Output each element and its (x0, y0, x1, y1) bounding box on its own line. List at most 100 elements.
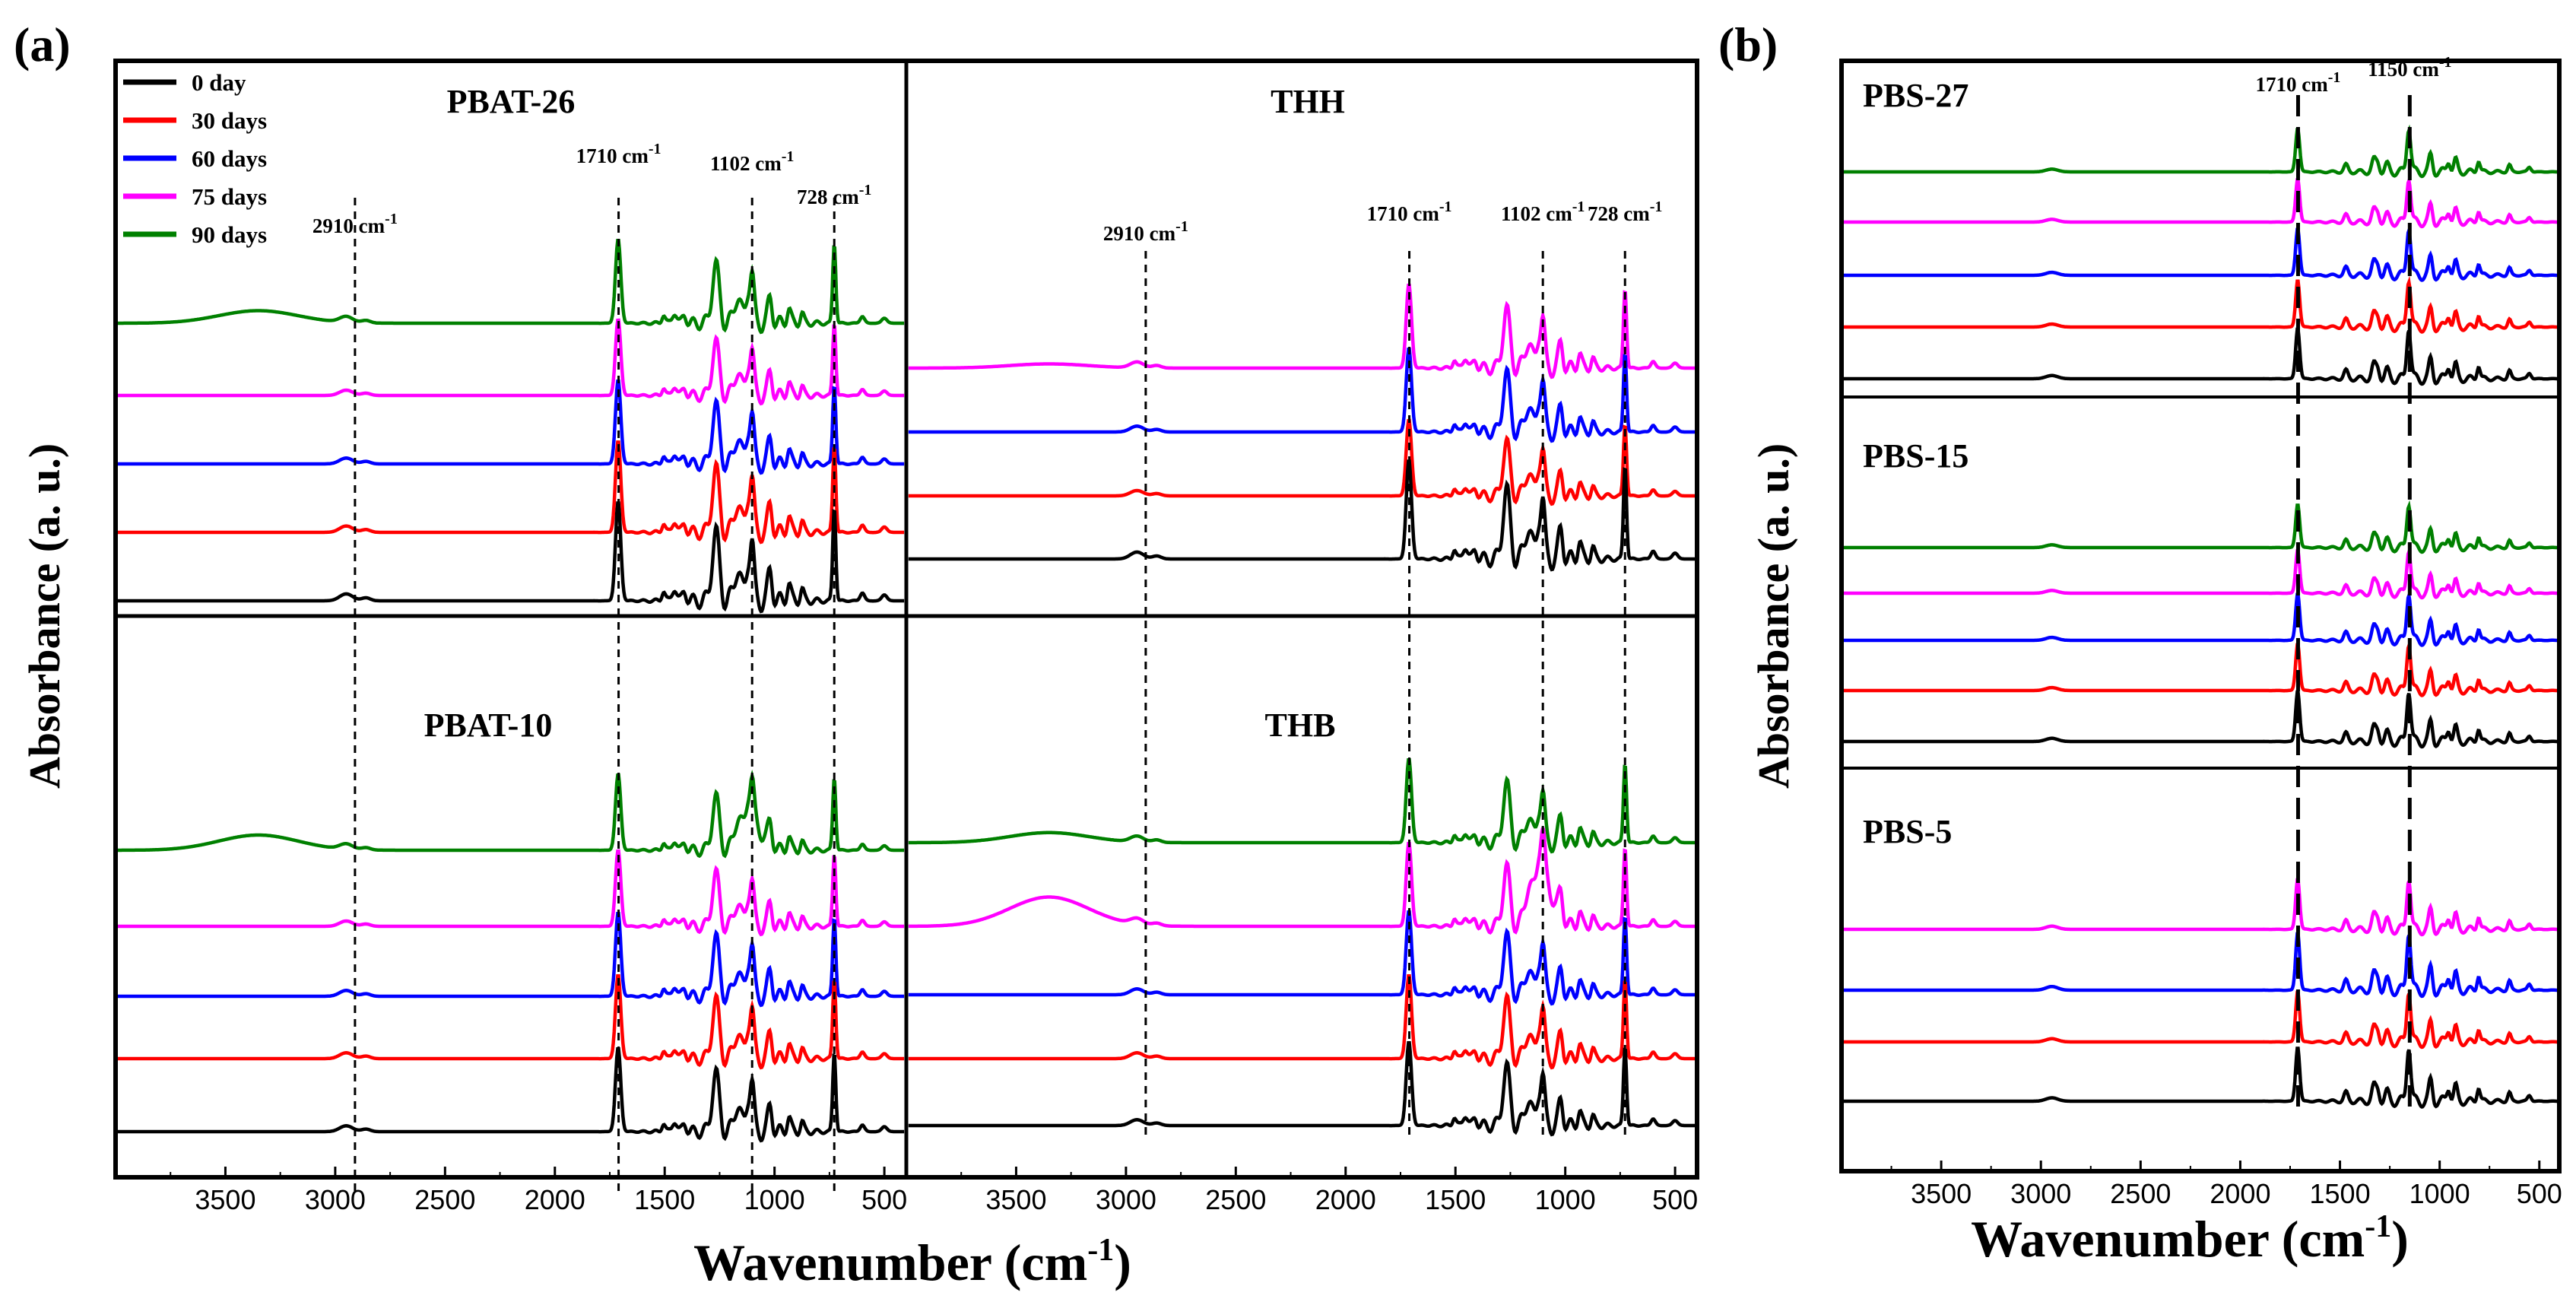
thb-x-tick-label: 3500 (985, 1184, 1046, 1215)
x-axis-label-b: Wavenumber (cm-1) (1971, 1209, 2409, 1268)
frames-layer (113, 59, 2562, 1192)
annotation-text: 1102 cm (710, 152, 782, 175)
thb-x-tick-label: 2500 (1205, 1184, 1266, 1215)
spectrum-line-pbs-0-day (1843, 327, 2558, 386)
panel-title-pbs-15: PBS-15 (1863, 437, 1968, 475)
spectrum-line-pbs-0-day (1843, 690, 2558, 749)
panel-title-pbs-27: PBS-27 (1863, 77, 1968, 114)
spectrum-line-thb-90-days (908, 758, 1696, 854)
spectrum-line-pbs-0-day (1843, 1046, 2558, 1109)
thb-x-tick-label: 2000 (1315, 1184, 1376, 1215)
y-axis-label-a: Absorbance (a. u.) (20, 443, 69, 789)
spectrum-line-pbs-60-days (1843, 224, 2558, 282)
spectrum-line-pbs-30-days (1843, 990, 2558, 1050)
pbs-x-tick-label: 1000 (2409, 1178, 2470, 1209)
legend-label: 75 days (192, 183, 267, 210)
x-axis-label-text: Wavenumber (cm (693, 1234, 1087, 1291)
spectrum-line-pbat10-60-days (117, 912, 905, 1008)
pbat26-annotation-1102: 1102 cm-1 (710, 148, 794, 175)
pbs-x-tick-label: 2000 (2210, 1178, 2270, 1209)
panel-title-thh: THH (1271, 83, 1345, 120)
annotation-sup: -1 (1650, 198, 1663, 215)
spectrum-line-pbat10-0-day (117, 1047, 905, 1143)
x-axis-label-close: ) (1114, 1234, 1131, 1291)
spectrum-line-pbat10-30-days (117, 974, 905, 1070)
spectrum-line-thb-75-days (908, 827, 1696, 935)
pbat26-annotation-728: 728 cm-1 (797, 182, 871, 208)
annotation-sup: -1 (2328, 69, 2341, 86)
pbat10-x-tick-label: 500 (861, 1184, 907, 1215)
pbat10-x-tick-label: 2500 (414, 1184, 475, 1215)
pbs-x-tick-label: 3500 (1911, 1178, 1972, 1209)
annotation-text: 1150 cm (2368, 58, 2439, 81)
pbat10-x-tick-label: 2000 (525, 1184, 585, 1215)
thb-x-tick-label: 1500 (1425, 1184, 1486, 1215)
pbat26-annotation-1710: 1710 cm-1 (576, 141, 661, 167)
thh-annotation-728: 728 cm-1 (1588, 198, 1662, 225)
annotation-sup: -1 (2439, 54, 2452, 71)
annotation-sup: -1 (859, 182, 872, 198)
annotation-sup: -1 (649, 141, 661, 157)
annotation-text: 2910 cm (312, 214, 385, 237)
panel-a-label: (a) (14, 17, 71, 71)
spectrum-line-thb-30-days (908, 974, 1696, 1070)
spectrum-line-pbs-90-days (1843, 500, 2558, 554)
annotation-sup: -1 (1572, 198, 1585, 215)
annotation-text: 1710 cm (576, 144, 649, 167)
spectrum-line-pbat26-75-days (117, 318, 905, 406)
annotation-text: 1102 cm (1501, 202, 1572, 225)
pbs-annotation-1710: 1710 cm-1 (2256, 69, 2341, 96)
thb-x-tick-label: 1000 (1535, 1184, 1596, 1215)
thh-annotation-1710: 1710 cm-1 (1367, 198, 1452, 225)
spectrum-line-pbat10-75-days (117, 849, 905, 937)
spectrum-line-thh-0-day (908, 459, 1696, 572)
x-axis-label-text: Wavenumber (cm (1971, 1210, 2365, 1268)
spectrum-line-pbs-75-days (1843, 878, 2558, 937)
pbat26-annotation-2910: 2910 cm-1 (312, 211, 398, 237)
spectrum-line-pbat26-30-days (117, 440, 905, 545)
spectrum-line-pbs-60-days (1843, 589, 2558, 647)
panel-title-pbs-5: PBS-5 (1863, 813, 1952, 850)
legend-label: 60 days (192, 145, 267, 172)
pbat10-x-tick-label: 1500 (634, 1184, 695, 1215)
annotation-sup: -1 (1439, 198, 1452, 215)
annotation-text: 1710 cm (1367, 202, 1440, 225)
thb-x-tick-label: 3000 (1096, 1184, 1156, 1215)
pbs-x-tick-label: 500 (2517, 1178, 2562, 1209)
x-axis-label-sup: -1 (1087, 1233, 1114, 1268)
legend-label: 30 days (192, 107, 267, 134)
spectrum-line-thh-75-days (908, 284, 1696, 379)
spectrum-line-pbat26-60-days (117, 379, 905, 475)
legend-label: 90 days (192, 221, 267, 248)
pbat10-x-tick-label: 1000 (744, 1184, 805, 1215)
spectrum-line-pbs-75-days (1843, 545, 2558, 600)
panel-b-label: (b) (1718, 17, 1778, 71)
panel-title-thb: THB (1265, 707, 1336, 744)
spectrum-line-pbs-75-days (1843, 174, 2558, 229)
thb-x-tick-label: 500 (1652, 1184, 1698, 1215)
thh-annotation-1102: 1102 cm-1 (1501, 198, 1585, 225)
spectrum-line-pbat26-0-day (117, 501, 905, 614)
panel-title-pbat10: PBAT-10 (424, 707, 553, 744)
spectra-layer (117, 124, 2558, 1143)
spectrum-line-pbs-90-days (1843, 124, 2558, 179)
spectrum-line-thh-60-days (908, 348, 1696, 443)
x-axis-label-sup: -1 (2365, 1209, 2391, 1244)
annotation-sup: -1 (782, 148, 795, 165)
pbs-x-tick-label: 2500 (2110, 1178, 2171, 1209)
pbat10-x-tick-label: 3000 (305, 1184, 366, 1215)
plot-frame-b (1839, 59, 2562, 1173)
panel-title-pbat26: PBAT-26 (447, 83, 576, 120)
pbs-annotation-1150: 1150 cm-1 (2368, 54, 2451, 81)
thh-annotation-2910: 2910 cm-1 (1103, 218, 1188, 245)
annotation-text: 728 cm (797, 186, 859, 208)
x-axis-label-a: Wavenumber (cm-1) (693, 1233, 1131, 1291)
annotation-text: 728 cm (1588, 202, 1650, 225)
legend-label: 0 day (192, 69, 246, 96)
pbs-x-tick-label: 3000 (2010, 1178, 2071, 1209)
spectrum-line-pbat10-90-days (117, 770, 905, 859)
spectrum-line-pbs-60-days (1843, 932, 2558, 999)
spectrum-line-pbat26-90-days (117, 239, 905, 335)
annotation-text: 2910 cm (1103, 222, 1176, 245)
spectrum-line-thb-60-days (908, 910, 1696, 1006)
